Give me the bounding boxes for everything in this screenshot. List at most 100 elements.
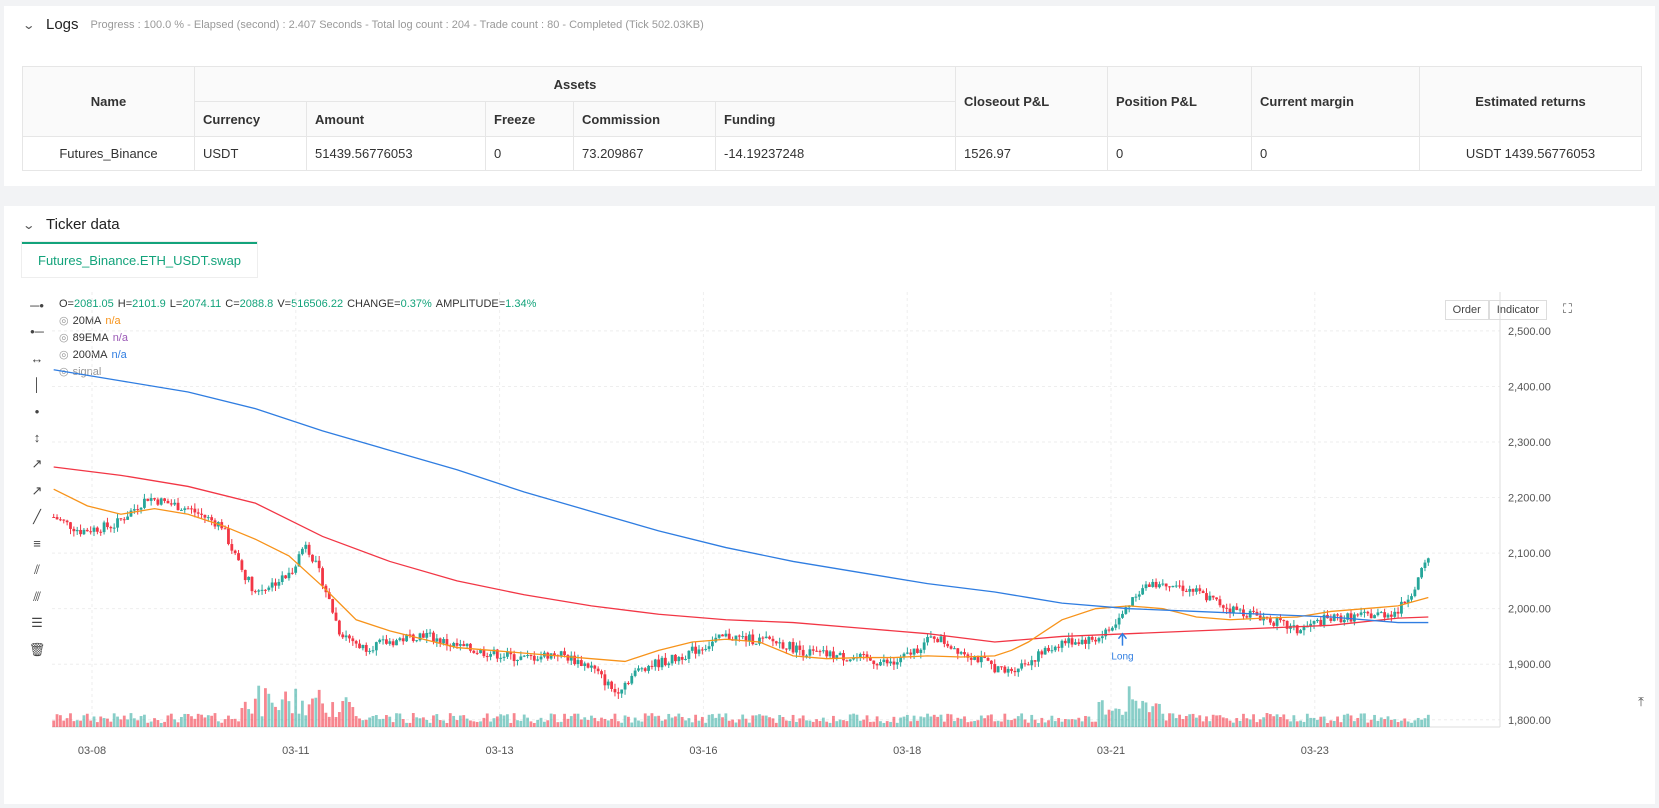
vertical-ray-icon[interactable]: │ (32, 377, 42, 393)
ticker-header[interactable]: ⌄ Ticker data (22, 216, 119, 233)
candle-body (1359, 612, 1363, 615)
volume-bar (600, 717, 603, 727)
price-label-icon[interactable]: ≡ (33, 536, 41, 552)
horizontal-line-icon[interactable]: •─ (30, 324, 44, 340)
chart-area[interactable]: ─• •─ ↔ │ • ↕ ↗ ↗ ╱ ≡ ⫽ ⫻ ☰ 🗑 O=2081.05 … (22, 292, 1642, 762)
volume-bar (1386, 716, 1390, 727)
candle-body (516, 659, 519, 662)
candle-body (421, 633, 425, 638)
vertical-segment-icon[interactable]: ↕ (33, 430, 41, 446)
volume-bar (304, 715, 308, 727)
vertical-line-icon[interactable]: • (34, 403, 40, 419)
candle-body (499, 657, 503, 659)
volume-bar (801, 715, 805, 727)
indicator-89ema[interactable]: ◎ 89EMA n/a (59, 330, 536, 347)
change-value: 0.37% (400, 298, 432, 310)
fullscreen-icon[interactable]: ⛶ (1562, 301, 1572, 316)
indicator-20ma[interactable]: ◎ 20MA n/a (59, 313, 536, 330)
volume-bar (973, 720, 976, 727)
volume-bar (1191, 713, 1195, 727)
volume-bar (711, 714, 714, 727)
trend-line-icon[interactable]: ↗ (31, 456, 43, 472)
candle-body (190, 508, 193, 510)
candle-body (1420, 567, 1423, 578)
order-button[interactable]: Order (1444, 300, 1489, 320)
h-label: H= (117, 298, 133, 310)
volume-bar (445, 722, 449, 727)
tab-eth-usdt-swap[interactable]: Futures_Binance.ETH_USDT.swap (22, 242, 258, 277)
segment-line-icon[interactable]: ╱ (33, 509, 41, 525)
candle-body (1134, 596, 1138, 598)
x-tick-label: 03-21 (1097, 745, 1125, 757)
candle-body (126, 516, 130, 520)
volume-bar (546, 720, 550, 727)
eye-icon[interactable]: ◎ (59, 315, 69, 327)
volume-bar (795, 721, 798, 727)
extended-line-icon[interactable]: ↔ (30, 350, 44, 366)
volume-bar (1100, 700, 1104, 727)
candle-body (274, 582, 277, 586)
volume-bar (1235, 718, 1239, 727)
candle-body (926, 636, 929, 643)
candle-body (1369, 613, 1373, 619)
volume-bar (418, 718, 422, 727)
volume-bar (1211, 714, 1215, 727)
parallel-channel-icon[interactable]: ⫽ (34, 562, 40, 578)
volume-bar (576, 713, 580, 727)
volume-bar (1396, 722, 1400, 727)
volume-bar (815, 719, 819, 727)
eye-icon[interactable]: ◎ (59, 332, 69, 344)
volume-bar (697, 720, 701, 727)
indicator-200ma[interactable]: ◎ 200MA n/a (59, 347, 536, 364)
candle-body (69, 522, 72, 529)
horizontal-ray-icon[interactable]: ─• (30, 297, 44, 313)
volume-bar (946, 713, 950, 727)
candle-body (1067, 638, 1071, 644)
volume-bar (1406, 721, 1410, 727)
logs-header[interactable]: ⌄ Logs Progress : 100.0 % - Elapsed (sec… (22, 16, 704, 33)
candle-body (314, 560, 318, 562)
candle-body (1366, 611, 1370, 614)
candle-body (149, 498, 153, 501)
volume-bar (364, 719, 368, 727)
indicator-button[interactable]: Indicator (1488, 300, 1547, 320)
volume-bar (1316, 719, 1319, 727)
volume-bar (136, 720, 140, 727)
chevron-down-icon[interactable]: ⌄ (22, 217, 36, 232)
candle-body (1124, 607, 1128, 614)
candle-body (1208, 595, 1212, 601)
candle-body (1319, 619, 1323, 626)
candle-body (784, 648, 788, 650)
volume-bar (751, 715, 755, 727)
candle-body (169, 503, 173, 505)
volume-bar (166, 715, 170, 727)
volume-bar (465, 718, 469, 727)
volume-bar (492, 718, 496, 727)
candle-body (398, 638, 402, 641)
fib-icon[interactable]: ⫻ (33, 588, 41, 604)
volume-bar (1420, 719, 1423, 727)
candle-body (1272, 622, 1276, 626)
candle-body (603, 674, 607, 686)
volume-bar (59, 715, 62, 727)
volume-bar (132, 718, 136, 727)
price-chart[interactable]: 2,500.00 2,400.00 2,300.00 2,200.00 2,100.00… (22, 292, 1642, 762)
volume-bar (85, 713, 89, 727)
eye-icon[interactable]: ◎ (59, 349, 69, 361)
scroll-top-icon[interactable]: ⤒ (1638, 694, 1644, 709)
volume-bar (1215, 715, 1218, 727)
volume-bar (630, 722, 634, 727)
volume-bar (781, 717, 785, 727)
ray-line-icon[interactable]: ↗ (31, 482, 43, 498)
volume-bar (603, 718, 607, 727)
candle-body (1104, 629, 1108, 637)
volume-bar (193, 718, 197, 727)
candle-body (815, 650, 819, 652)
volume-bar (448, 713, 452, 727)
trash-icon[interactable]: 🗑 (28, 641, 46, 657)
candle-body (929, 636, 933, 638)
volume-bar (75, 720, 79, 727)
horizontal-lines-icon[interactable]: ☰ (31, 615, 43, 631)
chevron-down-icon[interactable]: ⌄ (22, 17, 36, 32)
candle-body (233, 550, 237, 554)
